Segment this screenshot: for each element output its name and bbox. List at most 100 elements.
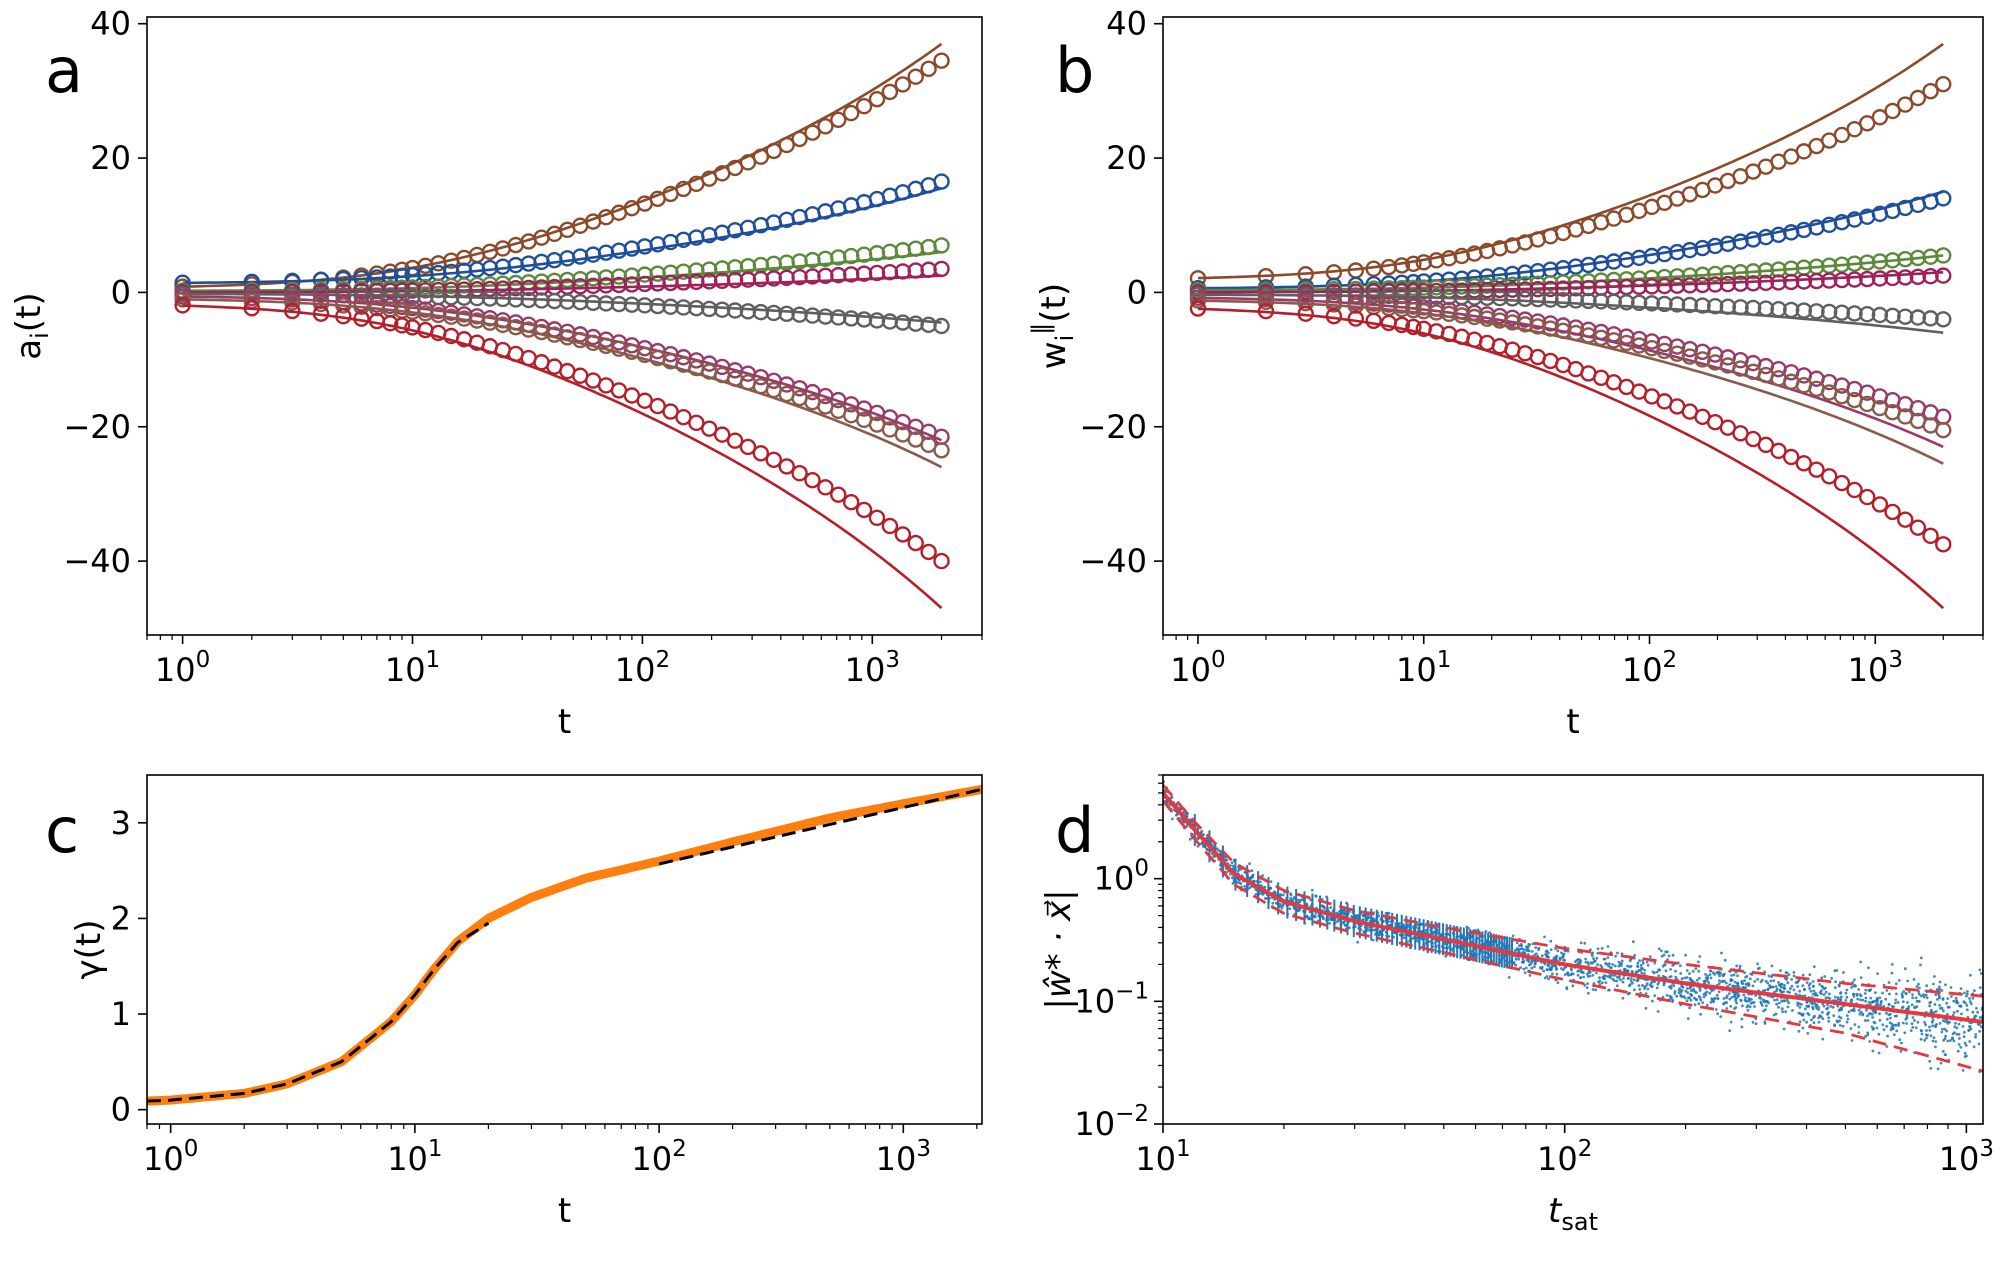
scatter-point [1616, 951, 1619, 955]
scatter-point [1974, 1033, 1978, 1036]
series-7-sim-point [804, 471, 821, 489]
scatter-point [1598, 976, 1601, 980]
scatter-point [1907, 1005, 1911, 1008]
scatter-point [1964, 1001, 1967, 1005]
scatter-point [1407, 925, 1410, 928]
scatter-point [1875, 1026, 1879, 1030]
scatter-point [1878, 996, 1882, 1000]
scatter-point [1906, 1001, 1909, 1004]
scatter-point [1202, 833, 1205, 837]
scatter-point [1914, 1026, 1918, 1029]
scatter-point [1600, 947, 1604, 950]
scatter-point [1723, 958, 1727, 962]
series-4-sim-point [1630, 294, 1648, 312]
scatter-point [1923, 1038, 1926, 1042]
scatter-point [1678, 964, 1682, 968]
scatter-point [1730, 978, 1734, 982]
scatter-point [1174, 813, 1178, 817]
scatter-point [1909, 1029, 1913, 1032]
scatter-point [1540, 954, 1544, 958]
scatter-point [1805, 1000, 1809, 1004]
scatter-point [1925, 1036, 1928, 1040]
scatter-point [1798, 1006, 1802, 1009]
series-3-sim-point [1567, 280, 1584, 297]
scatter-point [1636, 961, 1640, 965]
series-6-theory-line [182, 298, 943, 469]
scatter-point [1648, 955, 1652, 959]
panel-letter: b [1055, 34, 1094, 107]
scatter-point [1685, 969, 1689, 972]
series-1-sim-point [610, 242, 628, 259]
scatter-point [1669, 986, 1673, 990]
series-3-sim-point [1732, 275, 1749, 292]
scatter-point [1910, 1022, 1914, 1025]
scatter-point [1296, 898, 1300, 902]
scatter-point [1971, 996, 1975, 1000]
scatter-point [1563, 958, 1567, 962]
bound-line-1 [1163, 784, 1983, 998]
scatter-point [1697, 976, 1701, 980]
panel-c: c 100 101 102 103 0 1 2 3 t γ(t) [45, 774, 983, 1231]
scatter-point [1844, 999, 1848, 1002]
scatter-point [1939, 1007, 1942, 1010]
scatter-point [1890, 1026, 1894, 1029]
scatter-point [1870, 1013, 1874, 1016]
series-2-sim-point [1935, 247, 1952, 264]
series-3-sim-point [1782, 273, 1800, 291]
scatter-point [1781, 1010, 1784, 1014]
scatter-point [1719, 1015, 1723, 1018]
scatter-point [1695, 991, 1698, 994]
scatter-point [1916, 1020, 1920, 1024]
scatter-point [1853, 978, 1856, 982]
series-3-sim-point [1719, 275, 1737, 293]
scatter-point [1708, 973, 1712, 976]
scatter-point [1925, 1029, 1928, 1032]
scatter-point [1328, 921, 1331, 925]
scatter-point [1626, 964, 1629, 968]
scatter-point [1378, 929, 1382, 933]
scatter-point [1657, 974, 1661, 978]
scatter-point [1507, 976, 1511, 979]
scatter-point [1613, 964, 1617, 968]
scatter-point [1901, 1021, 1905, 1025]
scatter-point [1735, 1001, 1739, 1005]
scatter-point [1628, 965, 1631, 969]
scatter-point [1623, 967, 1627, 971]
scatter-point [1725, 1001, 1729, 1004]
scatter-point [1828, 997, 1832, 1000]
scatter-point [1665, 994, 1669, 997]
y-tick-label: 10−1 [1074, 978, 1149, 1020]
scatter-point [1957, 1033, 1961, 1036]
scatter-point [1730, 974, 1733, 977]
scatter-point [1643, 972, 1646, 976]
scatter-point [1555, 967, 1558, 970]
scatter-point [1664, 969, 1668, 973]
scatter-point [1874, 1011, 1878, 1014]
scatter-point [1734, 1006, 1738, 1009]
series-7-sim-point [1393, 316, 1411, 334]
series-3-sim-point [1618, 278, 1635, 296]
scatter-point [1766, 987, 1770, 991]
scatter-point [1667, 954, 1671, 958]
scatter-point [1716, 1012, 1719, 1016]
series-2-sim-point [1897, 250, 1914, 268]
series-0-sim-point [765, 142, 782, 160]
scatter-point [1785, 978, 1788, 981]
series-0-sim-point [1393, 257, 1411, 274]
series-3-sim-point [1491, 281, 1508, 299]
scatter-point [1954, 1021, 1957, 1025]
scatter-point [1526, 945, 1530, 949]
scatter-point [1836, 997, 1840, 1001]
series-0-sim-point [752, 148, 770, 165]
scatter-point [1963, 1051, 1967, 1055]
scatter-point [1903, 1031, 1907, 1035]
series-4-sim-point [1491, 289, 1508, 307]
scatter-point [1878, 1018, 1882, 1022]
scatter-point [1734, 992, 1738, 996]
scatter-point [1801, 1026, 1805, 1030]
scatter-point [1540, 965, 1544, 969]
scatter-point [1674, 969, 1677, 973]
scatter-point [1779, 969, 1782, 972]
scatter-point [1905, 1014, 1909, 1018]
scatter-point [1841, 1024, 1845, 1028]
